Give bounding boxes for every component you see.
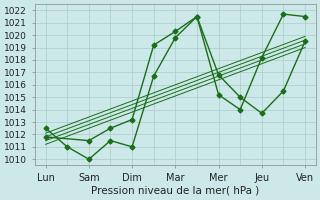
X-axis label: Pression niveau de la mer( hPa ): Pression niveau de la mer( hPa ): [91, 186, 260, 196]
